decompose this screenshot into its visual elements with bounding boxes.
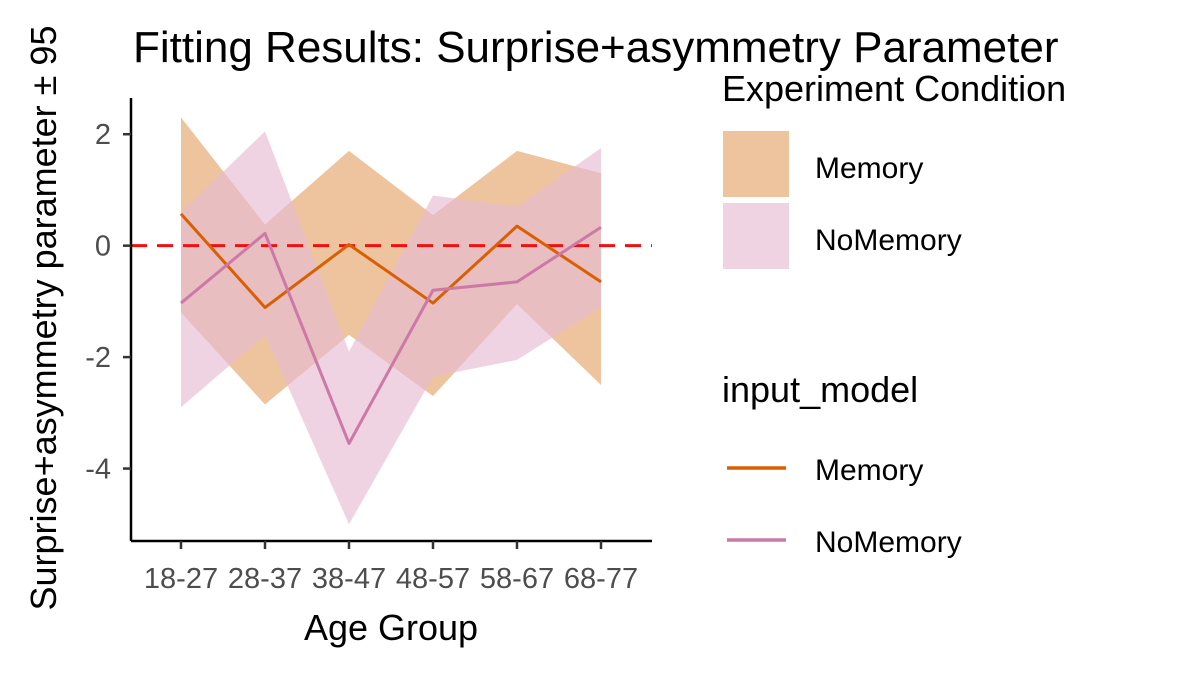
chart-title: Fitting Results: Surprise+asymmetry Para…: [133, 23, 1059, 72]
legend-line-title: input_model: [722, 369, 918, 410]
y-tick-label: -2: [85, 342, 111, 374]
series-line-memory: [179, 212, 602, 310]
legend-fill-title: Experiment Condition: [722, 68, 1066, 109]
x-ticks: 18-27 28-37 38-47 48-57 58-67 68-77: [144, 541, 638, 595]
confidence-ribbons: [181, 117, 601, 525]
legend-fill-key-memory: [723, 131, 789, 197]
series-line-nomemory: [180, 226, 602, 445]
x-tick-label: 18-27: [144, 563, 218, 595]
y-ticks: 2 0 -2 -4: [85, 119, 131, 486]
y-tick-label: -4: [85, 454, 111, 486]
y-tick-label: 2: [95, 119, 111, 151]
legend-fill-label-memory: Memory: [815, 152, 923, 185]
x-axis-label: Age Group: [304, 607, 478, 648]
x-tick-label: 48-57: [396, 563, 470, 595]
y-axis-label: Surprise+asymmetry parameter ± 95: [23, 26, 64, 611]
axes: 2 0 -2 -4 18-27 28-37 38-47 48-57 58-67 68-77: [85, 98, 652, 595]
x-tick-label: 58-67: [480, 563, 554, 595]
x-tick-label: 28-37: [228, 563, 302, 595]
legend-experiment-condition: Experiment Condition Memory NoMemory: [722, 68, 1066, 269]
x-tick-label: 38-47: [312, 563, 386, 595]
legend-fill-key-nomemory: [723, 203, 789, 269]
ribbon-nomemory: [181, 131, 601, 525]
legend-input-model: input_model Memory NoMemory: [722, 369, 962, 559]
legend-line-label-nomemory: NoMemory: [815, 526, 962, 559]
plot-area: [131, 117, 652, 525]
legend-line-label-memory: Memory: [815, 454, 923, 487]
x-tick-label: 68-77: [564, 563, 638, 595]
y-tick-label: 0: [95, 231, 111, 263]
series-lines: [179, 212, 602, 445]
legend-fill-label-nomemory: NoMemory: [815, 224, 962, 257]
